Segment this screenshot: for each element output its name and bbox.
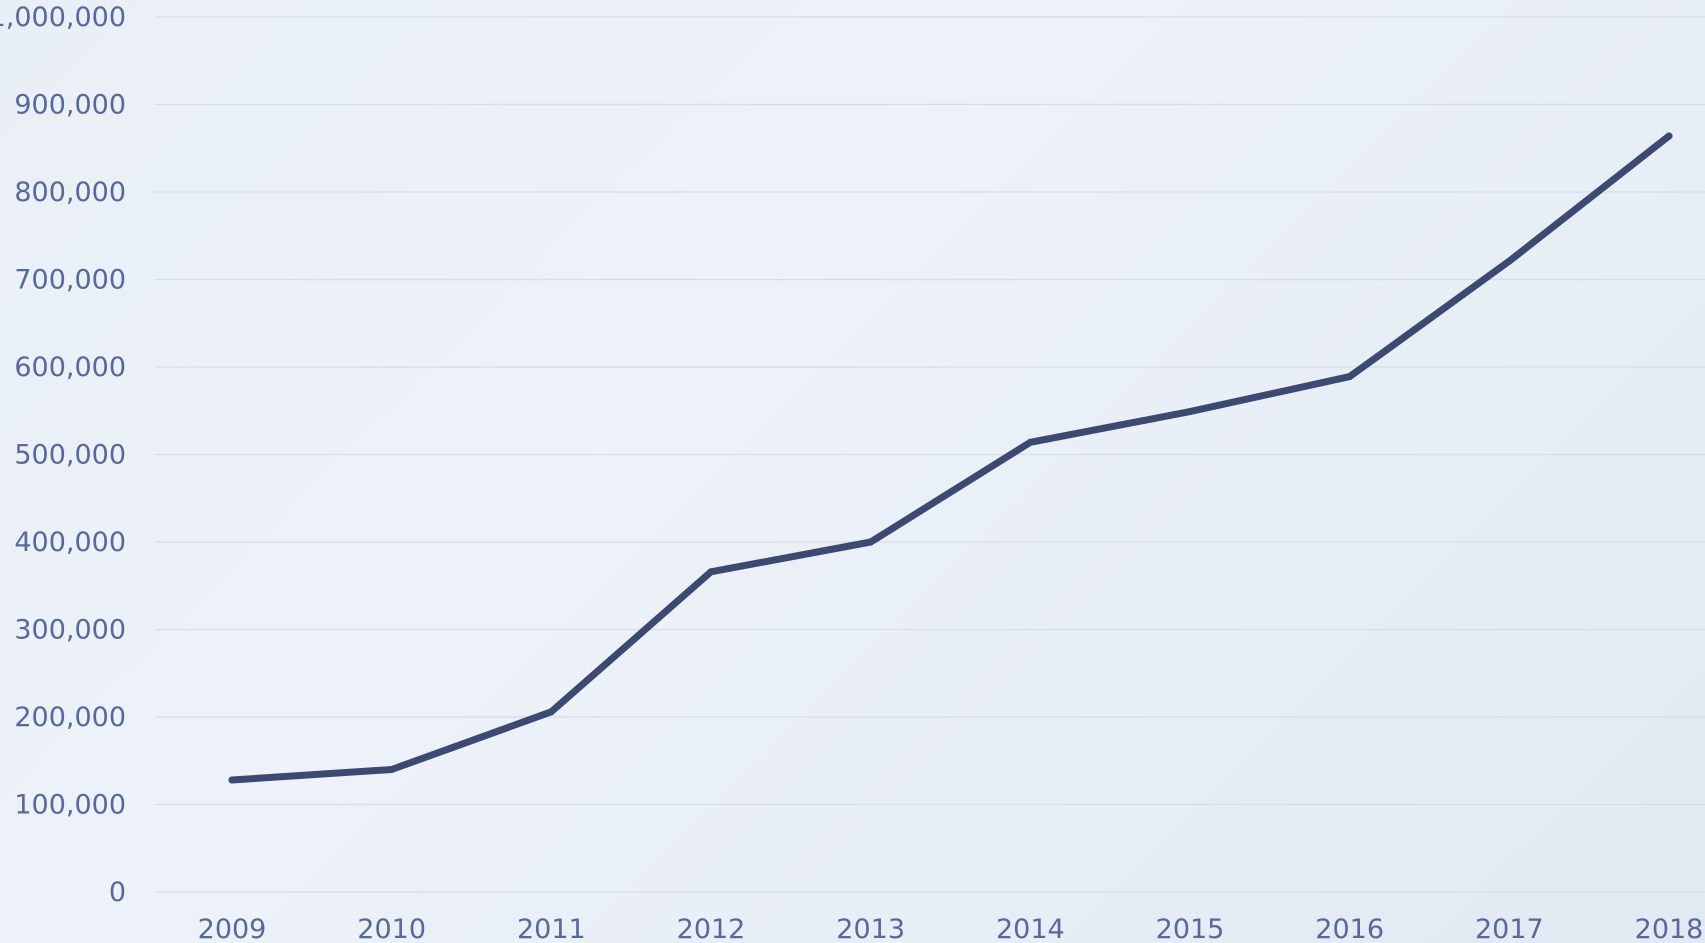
data-point xyxy=(707,568,715,576)
x-tick-label: 2014 xyxy=(996,914,1065,943)
x-tick-label: 2016 xyxy=(1315,914,1384,943)
y-tick-label: 900,000 xyxy=(14,90,126,121)
x-tick-label: 2015 xyxy=(1156,914,1225,943)
y-tick-label: 100,000 xyxy=(14,790,126,821)
y-tick-label: 400,000 xyxy=(14,527,126,558)
x-tick-label: 2009 xyxy=(198,914,267,943)
data-point xyxy=(547,708,555,716)
x-tick-label: 2018 xyxy=(1635,914,1704,943)
data-point xyxy=(1346,373,1354,381)
data-point xyxy=(388,766,396,773)
data-point xyxy=(1505,257,1513,265)
y-tick-label: 600,000 xyxy=(14,352,126,383)
y-tick-label: 700,000 xyxy=(14,265,126,296)
x-tick-label: 2013 xyxy=(836,914,905,943)
y-tick-label: 200,000 xyxy=(14,702,126,733)
y-axis: 0 100,000 200,000 300,000 400,000 500,000 600,… xyxy=(0,2,126,908)
data-point xyxy=(228,776,236,784)
x-axis: 2009 2010 2011 2012 2013 2014 2015 2016 2017 2018 xyxy=(198,914,1704,943)
x-tick-label: 2017 xyxy=(1475,914,1544,943)
series-line-0 xyxy=(228,132,1673,784)
data-point xyxy=(1026,438,1034,446)
data-point xyxy=(1665,132,1673,140)
x-tick-label: 2011 xyxy=(517,914,586,943)
y-tick-label: 800,000 xyxy=(14,177,126,208)
y-tick-label: 500,000 xyxy=(14,440,126,471)
data-point xyxy=(867,538,875,546)
series-group xyxy=(228,132,1673,784)
x-tick-label: 2010 xyxy=(357,914,426,943)
grid-lines xyxy=(155,16,1705,893)
y-tick-label: 300,000 xyxy=(14,615,126,646)
y-tick-label: 0 xyxy=(109,877,126,908)
data-point xyxy=(1186,408,1194,416)
x-tick-label: 2012 xyxy=(677,914,746,943)
y-tick-label: 1,000,000 xyxy=(0,2,126,33)
